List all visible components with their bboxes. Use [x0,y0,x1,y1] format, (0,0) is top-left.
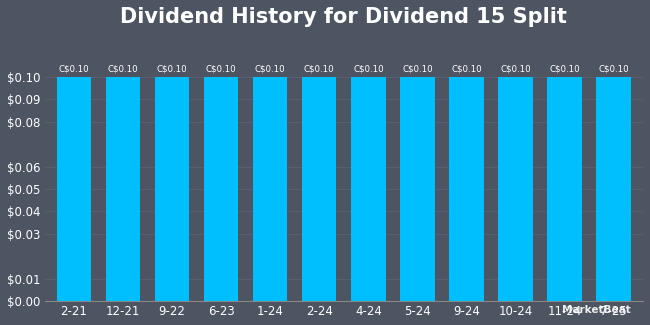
Text: C$0.10: C$0.10 [402,65,433,74]
Bar [351,77,385,301]
Bar [547,77,582,301]
Bar [204,77,239,301]
Text: MarketBeat: MarketBeat [562,305,630,315]
Text: C$0.10: C$0.10 [304,65,335,74]
Text: C$0.10: C$0.10 [598,65,629,74]
Bar [302,77,337,301]
Text: C$0.10: C$0.10 [500,65,531,74]
Bar [499,77,533,301]
Bar [597,77,630,301]
Bar [57,77,91,301]
Bar [400,77,435,301]
Text: C$0.10: C$0.10 [451,65,482,74]
Text: C$0.10: C$0.10 [108,65,138,74]
Bar [106,77,140,301]
Text: C$0.10: C$0.10 [549,65,580,74]
Text: C$0.10: C$0.10 [353,65,384,74]
Bar [155,77,189,301]
Text: C$0.10: C$0.10 [157,65,187,74]
Text: C$0.10: C$0.10 [255,65,285,74]
Text: C$0.10: C$0.10 [206,65,237,74]
Bar [449,77,484,301]
Title: Dividend History for Dividend 15 Split: Dividend History for Dividend 15 Split [120,7,567,27]
Bar [253,77,287,301]
Text: C$0.10: C$0.10 [58,65,89,74]
